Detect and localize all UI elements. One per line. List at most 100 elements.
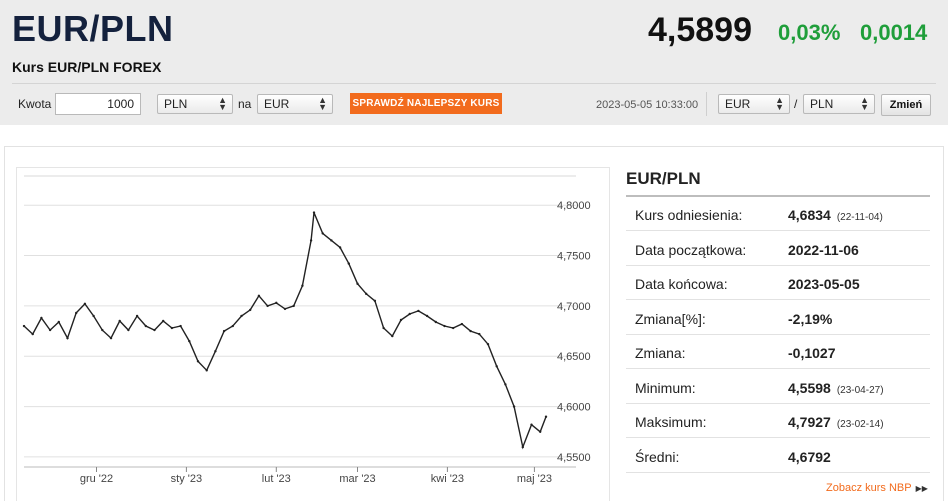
quote-timestamp: 2023-05-05 10:33:00 [596, 99, 699, 111]
select-arrows-icon: ▲ ▼ [218, 95, 227, 112]
data-point [425, 314, 429, 318]
from-currency-value: PLN [164, 97, 188, 111]
data-point [399, 318, 403, 322]
data-point [365, 292, 368, 296]
stats-row: Zmiana[%]: -2,19% [626, 301, 930, 335]
stats-label: Średni: [635, 448, 680, 465]
stats-row: Data końcowa: 2023-05-05 [626, 266, 930, 300]
data-point [309, 239, 313, 242]
amount-label: Kwota [18, 97, 52, 111]
data-point [434, 320, 437, 324]
select-arrows-icon: ▲ ▼ [860, 95, 869, 112]
stats-row: Kurs odniesienia: 4,6834 (22-11-04) [626, 197, 930, 231]
amount-input[interactable] [55, 93, 141, 115]
y-tick-label: 4,5500 [557, 452, 591, 464]
from-currency-select[interactable]: PLN ▲ ▼ [157, 94, 233, 114]
data-point [170, 326, 174, 330]
stats-panel: EUR/PLN Kurs odniesienia: 4,6834 (22-11-04… [626, 167, 930, 473]
data-point [469, 329, 472, 333]
data-point [196, 360, 200, 363]
data-point [443, 324, 446, 328]
stats-row: Data początkowa: 2022-11-06 [626, 232, 930, 266]
x-tick-label: gru '22 [80, 473, 113, 485]
data-point [356, 282, 359, 285]
data-point [382, 326, 385, 330]
to-currency-value: EUR [264, 97, 290, 111]
data-point [127, 328, 130, 332]
stats-date: (23-02-14) [836, 419, 884, 430]
data-point [330, 239, 333, 242]
stats-row: Maksimum: 4,7927 (23-02-14) [626, 404, 930, 438]
stats-label: Maksimum: [635, 414, 707, 430]
data-point [408, 312, 411, 316]
double-arrow-right-icon: ▶▶ [915, 484, 928, 493]
data-point [373, 299, 377, 303]
stats-value: 2022-11-06 [788, 241, 859, 258]
data-point [275, 301, 278, 305]
best-rate-button[interactable]: SPRAWDŹ NAJLEPSZY KURS [350, 93, 502, 114]
stats-value: 4,7927 (23-02-14) [788, 414, 884, 430]
x-tick-label: kwi '23 [431, 473, 464, 485]
data-point [417, 309, 420, 313]
data-point [179, 324, 182, 328]
data-point [153, 328, 156, 332]
y-tick-label: 4,7000 [557, 301, 591, 313]
stats-date: (23-04-27) [836, 384, 884, 396]
y-tick-label: 4,7500 [557, 251, 591, 263]
data-point [144, 324, 147, 328]
header-divider [12, 83, 936, 84]
to-label: na [238, 97, 252, 111]
data-point [460, 322, 464, 326]
data-point [240, 314, 243, 318]
data-point [162, 319, 165, 323]
stats-title-underline [626, 195, 930, 197]
data-point [40, 316, 43, 320]
change-percent: 0,03% [778, 20, 841, 45]
stats-label: Zmiana[%]: [635, 310, 706, 327]
quote-currency-select[interactable]: PLN ▲ ▼ [803, 94, 875, 114]
data-point [292, 304, 295, 308]
data-point [205, 369, 208, 372]
base-currency-select[interactable]: EUR ▲ ▼ [718, 94, 790, 114]
stats-row: Zmiana: -0,1027 [626, 335, 930, 369]
data-point [66, 336, 69, 340]
y-tick-label: 4,8000 [557, 200, 591, 212]
data-point [283, 307, 287, 311]
stats-label: Kurs odniesienia: [635, 207, 743, 223]
toolbar-divider [706, 92, 707, 116]
price-chart[interactable]: 4,8000 4,7500 4,7000 4,6500 4,6000 4,5500 gru … [16, 167, 610, 501]
stats-value: 4,6792 [788, 448, 831, 465]
data-point [266, 304, 269, 308]
data-point [109, 336, 113, 340]
data-point [135, 314, 139, 318]
x-tick-label: lut '23 [262, 473, 291, 485]
data-point [188, 339, 191, 343]
quote-currency-value: PLN [810, 97, 834, 111]
data-point [48, 328, 52, 332]
to-currency-select[interactable]: EUR ▲ ▼ [257, 94, 333, 114]
data-point [486, 342, 490, 346]
page-title: EUR/PLN [12, 8, 174, 49]
data-point [321, 232, 324, 235]
chart-frame [16, 167, 610, 501]
stats-label: Zmiana: [635, 345, 686, 361]
data-point [495, 365, 498, 368]
data-point [452, 326, 455, 330]
change-pair-button[interactable]: Zmień [881, 94, 931, 116]
data-point [214, 350, 217, 353]
data-point [257, 294, 261, 298]
data-point [101, 328, 104, 332]
nbp-link-label: Zobacz kurs NBP [826, 482, 912, 494]
stats-row: Średni: 4,6792 [626, 439, 930, 473]
page-subtitle: Kurs EUR/PLN FOREX [12, 59, 162, 75]
stats-value: 2023-05-05 [788, 276, 860, 292]
data-point [31, 332, 34, 336]
data-point [57, 320, 60, 324]
stats-value: -2,19% [788, 310, 833, 327]
data-point [504, 383, 507, 386]
stats-row: Minimum: 4,5598 (23-04-27) [626, 370, 930, 404]
nbp-rate-link[interactable]: Zobacz kurs NBP ▶▶ [826, 482, 928, 494]
stats-label: Data końcowa: [635, 276, 728, 292]
data-point [544, 415, 548, 418]
x-tick-label: maj '23 [517, 473, 552, 485]
